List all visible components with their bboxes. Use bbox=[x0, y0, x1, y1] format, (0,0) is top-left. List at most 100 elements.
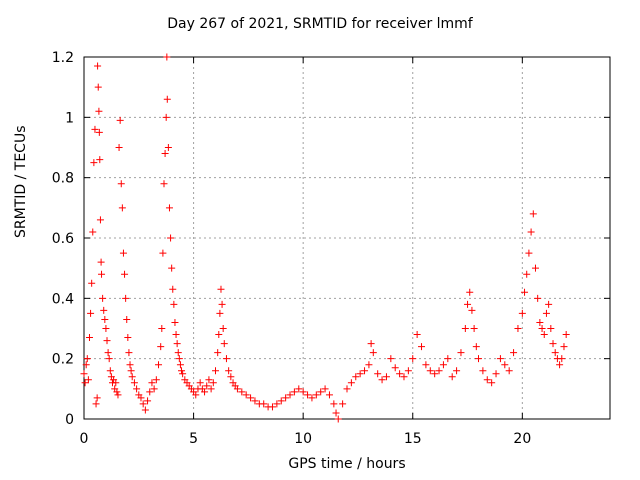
data-point bbox=[496, 355, 504, 363]
data-point bbox=[352, 373, 360, 381]
data-point bbox=[209, 379, 217, 387]
data-point bbox=[219, 325, 227, 332]
data-point bbox=[457, 349, 465, 357]
data-point bbox=[94, 62, 102, 70]
data-point bbox=[114, 391, 122, 399]
data-point bbox=[547, 325, 555, 332]
data-point bbox=[173, 340, 181, 348]
data-point bbox=[540, 331, 548, 339]
data-point bbox=[217, 285, 225, 293]
axis-ticks bbox=[83, 56, 610, 420]
chart-title: Day 267 of 2021, SRMTID for receiver lmm… bbox=[167, 16, 473, 32]
data-point bbox=[286, 391, 294, 399]
data-point bbox=[163, 53, 171, 61]
data-point bbox=[81, 379, 89, 387]
data-point bbox=[133, 385, 141, 393]
data-point bbox=[435, 367, 443, 375]
data-point bbox=[374, 370, 382, 378]
data-point bbox=[483, 376, 491, 384]
data-point bbox=[85, 334, 93, 342]
data-point bbox=[431, 370, 439, 378]
data-point bbox=[125, 349, 133, 357]
x-tick-label: 10 bbox=[294, 431, 312, 447]
data-point bbox=[159, 249, 167, 257]
data-point bbox=[89, 228, 97, 236]
data-point bbox=[444, 355, 452, 363]
data-point bbox=[343, 385, 351, 393]
data-point bbox=[378, 376, 386, 384]
data-point bbox=[549, 340, 557, 348]
data-point bbox=[529, 210, 537, 218]
y-tick-label: 1 bbox=[65, 110, 74, 126]
data-point bbox=[171, 318, 179, 326]
data-point bbox=[118, 204, 126, 212]
data-point bbox=[347, 379, 355, 387]
data-point bbox=[179, 370, 187, 378]
data-point bbox=[103, 337, 111, 345]
data-point bbox=[207, 385, 215, 393]
data-point bbox=[91, 125, 99, 133]
data-point bbox=[84, 376, 92, 384]
data-point bbox=[238, 388, 246, 396]
data-point bbox=[90, 159, 98, 167]
data-point bbox=[330, 400, 338, 408]
data-point bbox=[205, 376, 213, 384]
data-point bbox=[295, 385, 303, 393]
y-tick-label: 0 bbox=[65, 412, 74, 428]
data-point bbox=[233, 385, 241, 393]
data-point bbox=[461, 325, 469, 332]
data-points bbox=[80, 53, 570, 423]
y-tick-label: 0.4 bbox=[52, 291, 74, 307]
x-axis-label: GPS time / hours bbox=[288, 456, 406, 472]
data-point bbox=[542, 309, 550, 317]
data-point bbox=[215, 331, 223, 339]
data-point bbox=[369, 349, 377, 357]
data-point bbox=[464, 300, 472, 308]
data-point bbox=[80, 370, 88, 378]
data-point bbox=[304, 391, 312, 399]
data-point bbox=[155, 361, 163, 369]
data-point bbox=[105, 355, 113, 363]
data-point bbox=[165, 204, 173, 212]
y-tick-label: 1.2 bbox=[52, 50, 74, 66]
data-point bbox=[115, 144, 123, 151]
data-point bbox=[422, 361, 430, 369]
data-point bbox=[242, 391, 250, 399]
x-tick-label: 5 bbox=[189, 431, 198, 447]
data-point bbox=[92, 400, 100, 408]
data-point bbox=[220, 340, 228, 348]
data-point bbox=[95, 128, 103, 136]
data-point bbox=[365, 361, 373, 369]
data-point bbox=[514, 325, 522, 332]
data-point bbox=[545, 300, 553, 308]
data-point bbox=[163, 95, 171, 103]
data-point bbox=[339, 400, 347, 408]
data-point bbox=[146, 388, 154, 396]
data-point bbox=[488, 379, 496, 387]
axis-tick-labels: 0 0.2 0.4 0.6 0.8 1 1.2 0 5 10 15 20 bbox=[52, 50, 532, 447]
data-point bbox=[98, 270, 106, 278]
data-point bbox=[551, 349, 559, 357]
data-point bbox=[148, 379, 156, 387]
y-tick-label: 0.8 bbox=[52, 171, 74, 187]
data-point bbox=[158, 325, 166, 332]
data-point bbox=[102, 325, 110, 332]
data-point bbox=[167, 234, 175, 242]
data-point bbox=[521, 288, 529, 296]
data-point bbox=[121, 270, 129, 278]
data-point bbox=[312, 391, 320, 399]
data-point bbox=[170, 300, 178, 308]
data-point bbox=[227, 373, 235, 381]
data-point bbox=[116, 116, 124, 124]
data-point bbox=[119, 249, 127, 257]
data-point bbox=[93, 394, 101, 402]
data-point bbox=[104, 349, 112, 357]
data-point bbox=[222, 355, 230, 363]
data-point bbox=[178, 367, 186, 375]
data-point bbox=[96, 216, 104, 224]
data-point bbox=[501, 361, 509, 369]
data-point bbox=[531, 264, 539, 272]
data-point bbox=[112, 379, 120, 387]
data-point bbox=[558, 355, 566, 363]
data-point bbox=[212, 367, 219, 375]
